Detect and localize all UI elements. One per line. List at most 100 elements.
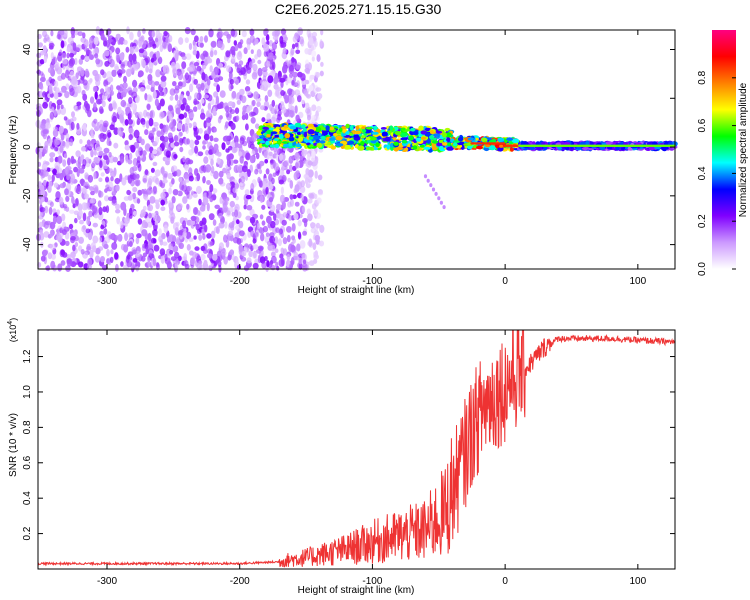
heatmap-noise-cell: [70, 155, 75, 165]
heatmap-noise-cell: [73, 166, 79, 173]
x-tick-label: 0: [502, 276, 508, 287]
heatmap-noise-cell: [282, 237, 288, 245]
heatmap-noise-cell: [183, 123, 189, 132]
heatmap-noise-cell: [290, 47, 295, 56]
heatmap-noise-cell: [175, 238, 181, 245]
heatmap-noise-cell: [43, 145, 49, 154]
heatmap-noise-cell: [41, 219, 46, 228]
heatmap-signal-cell: [266, 130, 273, 135]
heatmap-noise-cell: [43, 179, 47, 186]
heatmap-noise-cell: [227, 145, 233, 151]
heatmap-noise-cell: [315, 71, 320, 78]
heatmap-noise-cell: [124, 119, 129, 126]
heatmap-noise-cell: [39, 204, 43, 213]
heatmap-noise-cell: [218, 63, 224, 68]
heatmap-noise-cell: [159, 123, 164, 130]
heatmap-noise-cell: [148, 68, 153, 74]
heatmap-noise-cell: [314, 250, 319, 258]
heatmap-noise-cell: [302, 259, 307, 265]
heatmap-noise-cell: [269, 182, 274, 190]
heatmap-noise-cell: [207, 253, 213, 259]
heatmap-signal-cell: [511, 138, 520, 144]
heatmap-noise-cell: [48, 76, 53, 83]
heatmap-noise-cell: [224, 221, 228, 229]
heatmap-noise-cell: [280, 90, 285, 96]
heatmap-noise-cell: [274, 248, 279, 253]
heatmap-noise-cell: [169, 249, 174, 255]
heatmap-noise-cell: [286, 253, 291, 261]
heatmap-noise-cell: [82, 159, 87, 167]
heatmap-noise-cell: [92, 85, 98, 93]
heatmap-noise-cell: [295, 162, 299, 169]
heatmap-noise-cell: [136, 155, 141, 164]
heatmap-signal-cell: [341, 133, 347, 137]
heatmap-noise-cell: [50, 260, 56, 270]
heatmap-noise-cell: [235, 257, 239, 265]
heatmap-noise-cell: [279, 153, 284, 161]
heatmap-noise-cell: [206, 117, 212, 124]
heatmap-noise-cell: [288, 95, 293, 105]
heatmap-noise-cell: [56, 103, 61, 111]
heatmap-noise-cell: [262, 75, 267, 82]
heatmap-noise-cell: [53, 138, 59, 147]
heatmap-signal-cell: [266, 133, 271, 138]
heatmap-noise-cell: [274, 236, 279, 245]
heatmap-noise-cell: [197, 151, 204, 157]
heatmap-noise-cell: [150, 57, 155, 63]
heatmap-noise-cell: [254, 232, 259, 237]
heatmap-noise-cell: [60, 72, 66, 80]
heatmap-noise-cell: [123, 75, 127, 83]
heatmap-noise-cell: [268, 52, 274, 60]
heatmap-noise-cell: [319, 224, 325, 233]
heatmap-noise-cell: [138, 70, 144, 77]
heatmap-signal-cell: [357, 145, 365, 151]
heatmap-noise-cell: [129, 207, 133, 216]
heatmap-noise-cell: [128, 241, 133, 247]
heatmap-noise-cell: [65, 240, 70, 246]
heatmap-noise-cell: [289, 109, 296, 118]
heatmap-noise-cell: [80, 178, 85, 187]
heatmap-noise-cell: [259, 214, 264, 220]
heatmap-signal-cell: [535, 141, 540, 146]
x-tick-label: 100: [629, 276, 646, 287]
heatmap-noise-cell: [49, 152, 56, 158]
heatmap-noise-cell: [111, 69, 117, 78]
heatmap-noise-cell: [163, 136, 169, 143]
heatmap-noise-cell: [170, 256, 177, 261]
heatmap-noise-cell: [156, 130, 162, 137]
heatmap-noise-cell: [71, 111, 75, 118]
heatmap-noise-cell: [291, 235, 296, 241]
heatmap-noise-cell: [288, 164, 293, 173]
heatmap-noise-cell: [217, 40, 223, 48]
heatmap-noise-cell: [316, 197, 322, 204]
heatmap-noise-cell: [317, 190, 324, 196]
heatmap-noise-cell: [146, 94, 152, 103]
heatmap-noise-cell: [56, 109, 62, 115]
heatmap-signal-cell: [288, 137, 295, 142]
heatmap-noise-cell: [316, 105, 322, 113]
heatmap-noise-cell: [256, 163, 261, 170]
heatmap-noise-cell: [195, 135, 202, 140]
heatmap-noise-cell: [59, 145, 64, 153]
heatmap-noise-cell: [292, 71, 298, 78]
heatmap-noise-cell: [61, 140, 66, 148]
heatmap-noise-cell: [183, 179, 187, 186]
heatmap-noise-cell: [274, 218, 280, 226]
heatmap-noise-cell: [163, 173, 168, 178]
heatmap-noise-cell: [209, 135, 214, 142]
heatmap-noise-cell: [190, 215, 197, 221]
heatmap-signal-cell: [541, 141, 546, 145]
heatmap-noise-cell: [108, 103, 114, 112]
y-tick-label: 0.2: [22, 526, 33, 540]
heatmap-noise-cell: [242, 165, 248, 173]
heatmap-noise-cell: [60, 104, 64, 110]
heatmap-noise-cell: [161, 41, 167, 50]
heatmap-noise-cell: [110, 249, 114, 255]
heatmap-noise-cell: [238, 145, 243, 153]
heatmap-noise-cell: [62, 204, 68, 209]
heatmap-noise-cell: [307, 198, 313, 204]
heatmap-noise-cell: [103, 147, 110, 154]
heatmap-noise-cell: [36, 52, 42, 58]
heatmap-noise-cell: [128, 232, 133, 239]
heatmap-noise-cell: [202, 176, 206, 184]
